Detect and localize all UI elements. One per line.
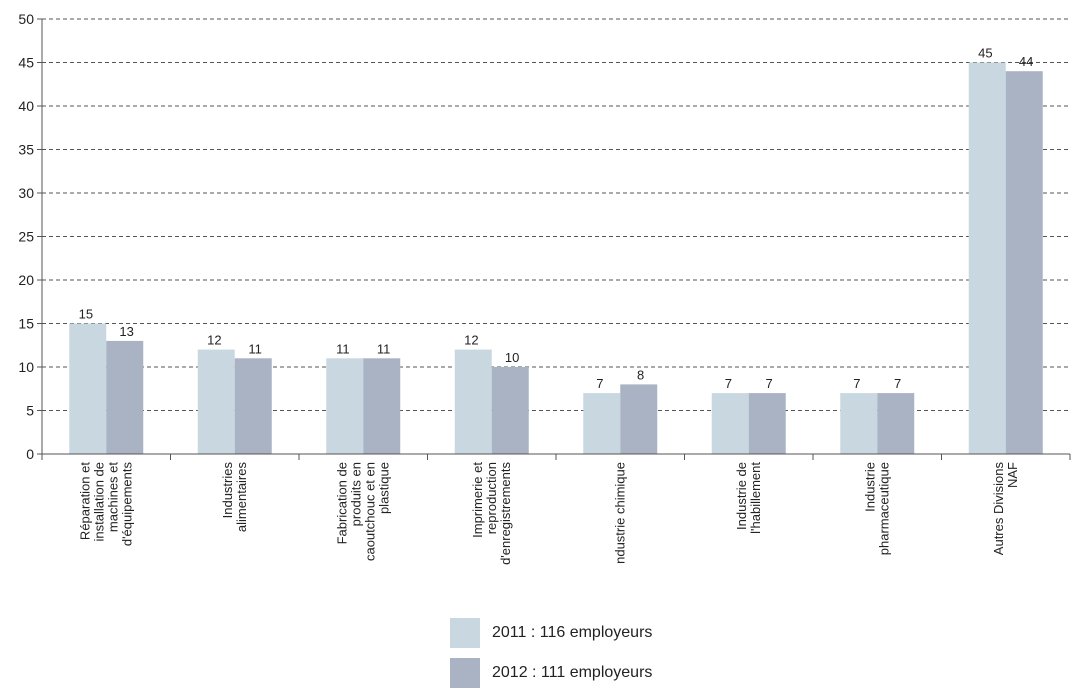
bar-s1-c2	[197, 349, 235, 454]
legend-swatch-2011	[450, 618, 480, 648]
bar-s1-c5	[583, 393, 621, 454]
x-category-label-3-line-2: produits en	[348, 462, 363, 526]
x-category-label-4: Imprimerie etreproductiond'enregistremen…	[470, 462, 513, 565]
x-category-label-8-line-2: NAF	[1005, 462, 1020, 488]
bar-s1-c7	[840, 393, 878, 454]
x-category-label-2-line-1: Industries	[220, 462, 235, 519]
bar-s2-c2	[234, 358, 272, 454]
x-category-label-5: ndustrie chimique	[612, 462, 627, 564]
data-label-s1-c7: 7	[853, 376, 860, 391]
x-category-label-6-line-2: l'habillement	[748, 462, 763, 534]
y-tick-label-30: 30	[18, 185, 34, 201]
bar-s1-c3	[326, 358, 364, 454]
data-label-s2-c2: 11	[248, 341, 262, 356]
y-tick-label-5: 5	[26, 403, 34, 419]
bar-s2-c1	[106, 340, 144, 454]
y-tick-label-40: 40	[18, 98, 34, 114]
x-category-label-1-line-4: d'équipements	[119, 462, 134, 547]
bar-s2-c4	[491, 367, 529, 454]
x-category-label-4-line-1: Imprimerie et	[470, 462, 485, 538]
x-category-label-1-line-3: machines et	[105, 462, 120, 532]
x-category-label-7: Industriepharmaceutique	[862, 462, 891, 555]
y-tick-label-45: 45	[18, 55, 34, 71]
data-label-s1-c8: 45	[978, 46, 992, 61]
data-label-s1-c3: 11	[336, 341, 350, 356]
data-label-s2-c5: 8	[637, 367, 644, 382]
legend-label-2011: 2011 : 116 employeurs	[492, 624, 653, 641]
data-label-s2-c3: 11	[377, 341, 391, 356]
legend-item-2012: 2012 : 111 employeurs	[450, 658, 652, 688]
bars	[69, 62, 1043, 454]
data-label-s1-c6: 7	[725, 376, 732, 391]
y-tick-label-50: 50	[18, 11, 34, 27]
x-category-label-3: Fabrication deproduits encaoutchouc et e…	[334, 462, 391, 561]
axes: 0 5 10 15 20 25 30 35 40 45 50	[18, 11, 1071, 462]
x-category-label-5-line-1: ndustrie chimique	[612, 462, 627, 564]
x-category-label-1: Réparation etinstallation demachines etd…	[77, 462, 134, 547]
y-tick-label-20: 20	[18, 272, 34, 288]
y-tick-label-25: 25	[18, 229, 34, 245]
data-label-s2-c7: 7	[894, 376, 901, 391]
data-label-s2-c8: 44	[1019, 54, 1033, 69]
x-category-label-4-line-2: reproduction	[484, 462, 499, 534]
x-category-label-1-line-2: installation de	[91, 462, 106, 542]
legend: 2011 : 116 employeurs 2012 : 111 employe…	[450, 618, 652, 698]
x-category-label-7-line-2: pharmaceutique	[876, 462, 891, 555]
x-category-label-2: Industriesalimentaires	[220, 462, 249, 533]
data-label-s2-c1: 13	[119, 324, 133, 339]
y-tick-label-0: 0	[26, 446, 34, 462]
bar-s2-c7	[877, 393, 915, 454]
bar-s1-c6	[711, 393, 749, 454]
x-category-label-8: Autres DivisionsNAF	[991, 462, 1020, 556]
data-label-s1-c1: 15	[79, 307, 93, 322]
x-category-label-4-line-3: d'enregistrements	[498, 462, 513, 565]
x-category-label-6-line-1: Industrie de	[734, 462, 749, 530]
legend-item-2011: 2011 : 116 employeurs	[450, 618, 652, 648]
x-category-label-6: Industrie del'habillement	[734, 462, 763, 534]
data-label-s1-c2: 12	[207, 333, 221, 348]
y-tick-label-35: 35	[18, 142, 34, 158]
gridlines	[42, 18, 1070, 411]
x-category-label-3-line-3: caoutchouc et en	[362, 462, 377, 561]
legend-label-2012: 2012 : 111 employeurs	[492, 664, 653, 681]
bar-s2-c6	[748, 393, 786, 454]
y-tick-label-10: 10	[18, 359, 34, 375]
data-label-s2-c4: 10	[505, 350, 519, 365]
legend-swatch-2012	[450, 658, 480, 688]
bar-s1-c8	[968, 62, 1006, 454]
data-label-s1-c5: 7	[596, 376, 603, 391]
bar-s2-c5	[620, 384, 658, 454]
data-label-s2-c6: 7	[765, 376, 772, 391]
x-category-label-7-line-1: Industrie	[862, 462, 877, 512]
x-category-label-2-line-2: alimentaires	[234, 462, 249, 533]
bar-s2-c8	[1005, 71, 1043, 454]
bar-s1-c1	[69, 323, 107, 454]
x-category-label-8-line-1: Autres Divisions	[991, 462, 1006, 556]
bar-s2-c3	[363, 358, 401, 454]
x-category-label-3-line-4: plastique	[376, 462, 391, 514]
data-label-s1-c4: 12	[464, 333, 478, 348]
y-tick-label-15: 15	[18, 316, 34, 332]
x-category-label-1-line-1: Réparation et	[77, 462, 92, 540]
x-category-label-3-line-1: Fabrication de	[334, 462, 349, 544]
bar-s1-c4	[454, 349, 492, 454]
